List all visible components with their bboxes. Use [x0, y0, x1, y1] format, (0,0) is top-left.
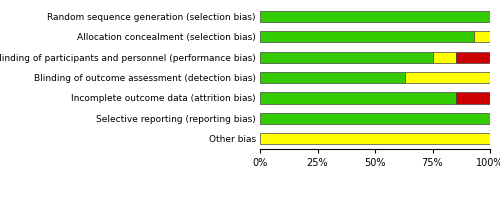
Bar	[260, 113, 490, 124]
Bar	[260, 72, 405, 83]
Bar	[405, 72, 490, 83]
Bar	[260, 11, 490, 22]
Bar	[260, 52, 432, 63]
Bar	[260, 31, 474, 42]
Bar	[260, 133, 490, 144]
Bar	[474, 31, 490, 42]
Bar	[456, 92, 490, 104]
Bar	[432, 52, 456, 63]
Bar	[456, 52, 490, 63]
Bar	[260, 92, 456, 104]
